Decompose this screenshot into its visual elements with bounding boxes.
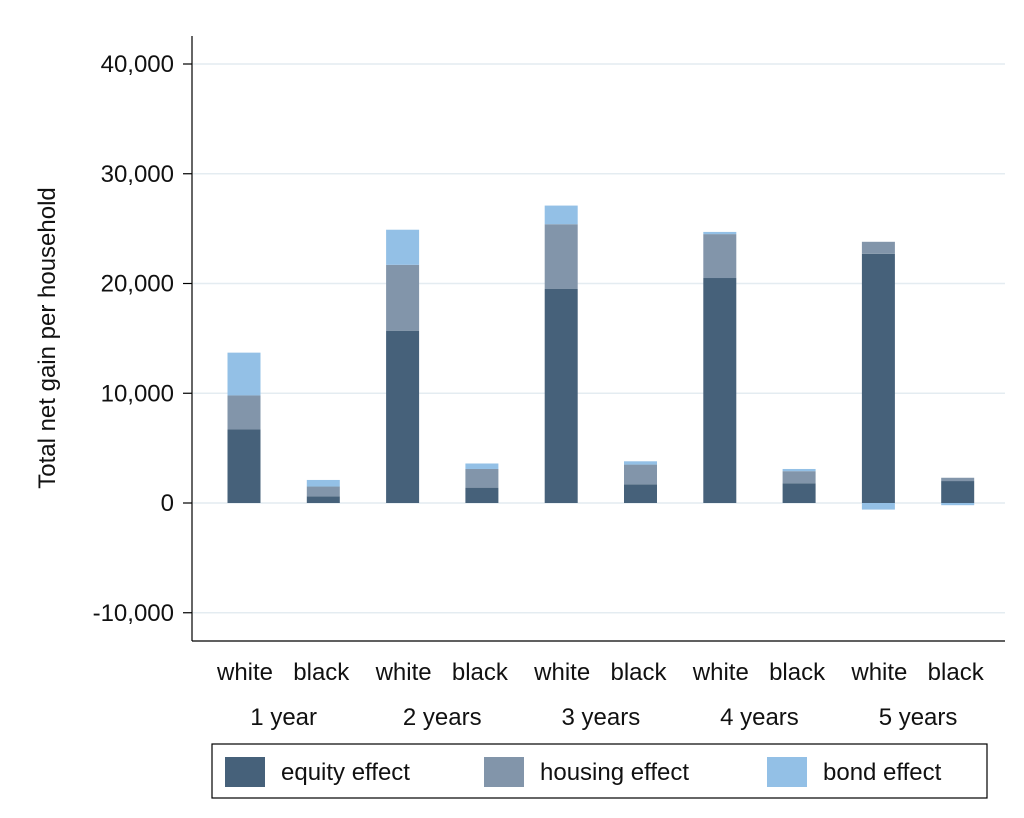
x-tick-label: white	[533, 659, 590, 686]
legend-swatch	[225, 757, 265, 787]
x-group-label: 3 years	[561, 704, 640, 731]
x-group-label: 2 years	[403, 704, 482, 731]
y-tick-label: 0	[161, 490, 174, 517]
y-tick-label: 30,000	[101, 161, 174, 188]
y-tick-label: 20,000	[101, 271, 174, 298]
bar-segment	[386, 229, 420, 265]
bar-segment	[465, 468, 499, 488]
bar-segment	[861, 503, 895, 510]
bar-segment	[306, 496, 340, 503]
bar-segment	[624, 461, 657, 465]
bar-segment	[782, 483, 816, 503]
x-group-label: 4 years	[720, 704, 799, 731]
bar-segment	[306, 486, 340, 497]
bar-segment	[386, 330, 420, 503]
x-group-label: 5 years	[879, 704, 958, 731]
x-tick-label: black	[928, 659, 985, 686]
y-tick-label: 40,000	[101, 51, 174, 78]
bar-segment	[544, 288, 578, 503]
legend-label: equity effect	[281, 759, 410, 786]
bar-segment	[227, 429, 261, 503]
legend: equity effect housing effect bond effect	[211, 743, 988, 799]
bar-segment	[465, 487, 499, 503]
bar-segment	[782, 468, 816, 472]
x-tick-label: black	[610, 659, 667, 686]
bar-segment	[227, 352, 261, 396]
bar-segment	[703, 278, 737, 503]
x-tick-label: black	[452, 659, 509, 686]
x-tick-label: white	[692, 659, 749, 686]
bar-segment	[227, 395, 261, 430]
legend-swatch	[767, 757, 807, 787]
x-group-label: 1 year	[250, 704, 317, 731]
x-tick-label: white	[375, 659, 432, 686]
x-tick-label: white	[850, 659, 907, 686]
legend-label: bond effect	[823, 759, 942, 786]
bar-segment	[941, 481, 975, 503]
bar-segment	[624, 484, 657, 503]
bar-segment	[703, 234, 737, 279]
x-tick-label: black	[293, 659, 350, 686]
bar-segment	[306, 479, 340, 487]
bar-segment	[465, 463, 499, 469]
bars	[227, 205, 975, 510]
bar-segment	[941, 477, 975, 482]
y-tick-label: -10,000	[93, 600, 174, 627]
legend-label: housing effect	[540, 759, 689, 786]
bar-segment	[703, 231, 737, 235]
bar-segment	[941, 503, 975, 506]
axes: -10,000 0 10,000 20,000 30,000 40,000 white bla…	[93, 36, 1005, 731]
bar-segment	[544, 224, 578, 289]
x-tick-label: white	[216, 659, 273, 686]
bar-segment	[624, 464, 657, 485]
bar-segment	[861, 253, 895, 503]
bar-segment	[544, 205, 578, 225]
bar-segment	[386, 264, 420, 331]
legend-swatch	[484, 757, 524, 787]
legend-box	[211, 743, 988, 799]
x-tick-label: black	[769, 659, 826, 686]
bar-segment	[782, 471, 816, 484]
bar-segment	[861, 241, 895, 254]
y-axis-title: Total net gain per household	[34, 187, 61, 489]
y-tick-label: 10,000	[101, 380, 174, 407]
